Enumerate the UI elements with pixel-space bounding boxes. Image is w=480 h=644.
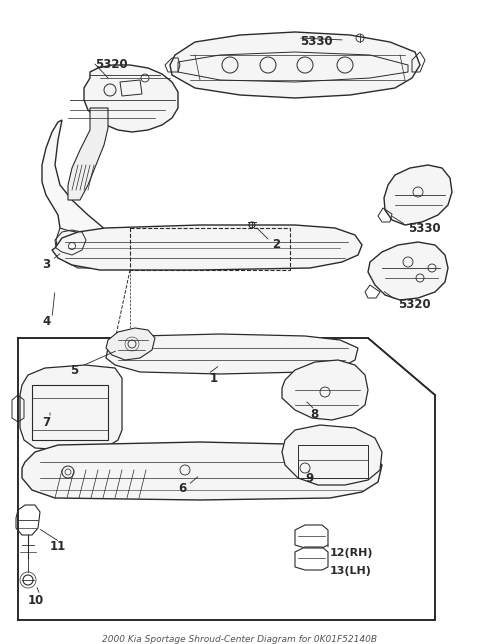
Text: 3: 3: [42, 258, 50, 271]
Text: 12(RH): 12(RH): [330, 548, 373, 558]
Polygon shape: [106, 334, 358, 374]
Text: 13(LH): 13(LH): [330, 566, 372, 576]
Polygon shape: [20, 365, 122, 450]
Text: 5: 5: [70, 364, 78, 377]
Polygon shape: [368, 242, 448, 300]
Polygon shape: [170, 32, 420, 98]
Polygon shape: [282, 425, 382, 485]
Text: 5330: 5330: [408, 222, 441, 235]
Text: 10: 10: [28, 594, 44, 607]
Polygon shape: [384, 165, 452, 225]
Text: 2: 2: [272, 238, 280, 251]
Text: 1: 1: [210, 372, 218, 385]
Text: 6: 6: [178, 482, 186, 495]
Polygon shape: [22, 442, 382, 500]
Polygon shape: [42, 120, 108, 258]
Polygon shape: [106, 328, 155, 360]
Text: 5330: 5330: [300, 35, 333, 48]
Text: 7: 7: [42, 416, 50, 429]
Text: 4: 4: [42, 315, 50, 328]
Polygon shape: [56, 228, 105, 268]
Polygon shape: [68, 108, 108, 200]
Text: 8: 8: [310, 408, 318, 421]
Text: 11: 11: [50, 540, 66, 553]
Polygon shape: [84, 65, 178, 132]
Polygon shape: [282, 360, 368, 420]
Polygon shape: [52, 225, 362, 270]
Text: 5320: 5320: [398, 298, 431, 311]
Text: 2000 Kia Sportage Shroud-Center Diagram for 0K01F52140B: 2000 Kia Sportage Shroud-Center Diagram …: [103, 635, 377, 644]
Text: 9: 9: [305, 472, 313, 485]
Text: 5320: 5320: [95, 58, 128, 71]
